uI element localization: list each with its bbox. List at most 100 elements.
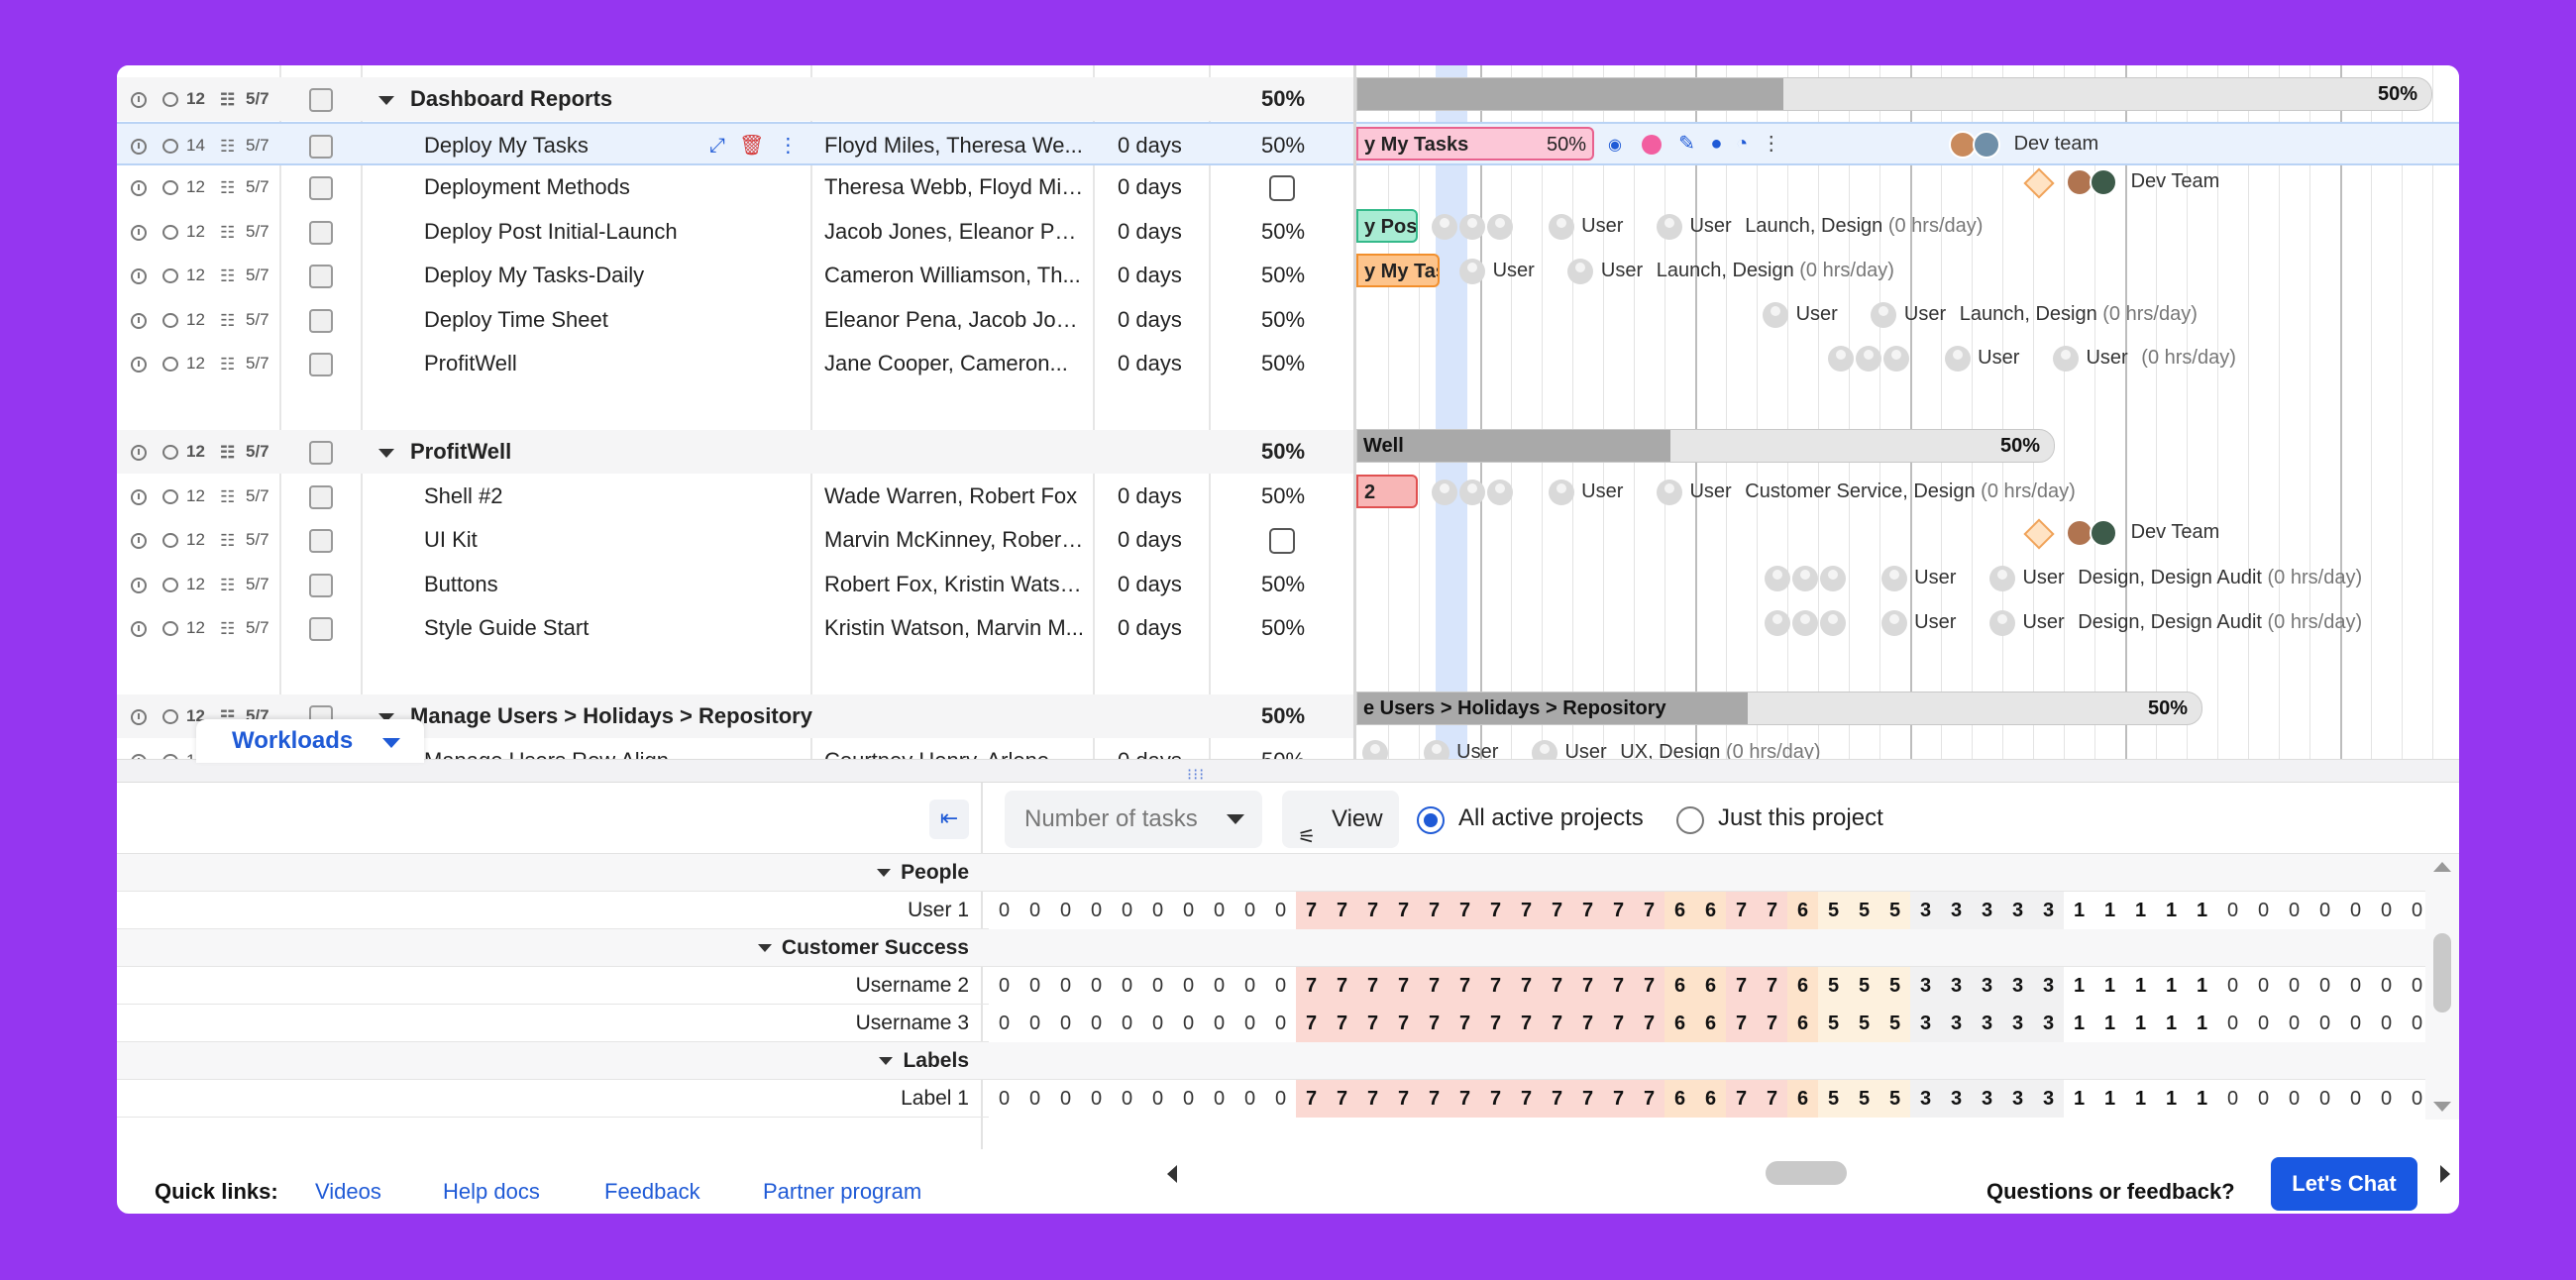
workload-cell[interactable]: 0: [1112, 1080, 1142, 1118]
collapse-caret-icon[interactable]: [877, 869, 892, 878]
checklist-icon[interactable]: ☷: [220, 311, 236, 330]
clock-icon[interactable]: [131, 578, 147, 593]
workload-cell[interactable]: 0: [1204, 967, 1234, 1005]
gantt-bar-deploy-my-tasks[interactable]: y My Tasks 50%: [1356, 127, 1594, 160]
progress[interactable]: 50%: [1261, 263, 1306, 287]
workload-cell[interactable]: 3: [2033, 1005, 2064, 1042]
workload-cell[interactable]: 5: [1818, 892, 1849, 929]
workload-cell[interactable]: 1: [2156, 967, 2187, 1005]
workload-cell[interactable]: 1: [2064, 1005, 2094, 1042]
workload-cell[interactable]: 0: [1234, 1080, 1265, 1118]
workload-cell[interactable]: 1: [2125, 892, 2156, 929]
bar-toolbar[interactable]: ◉ ✎ ● ◔ ⋮: [1608, 127, 1781, 162]
task-name[interactable]: Style Guide Start: [424, 615, 590, 640]
workload-cell[interactable]: 0: [1173, 892, 1204, 929]
workload-cell[interactable]: 7: [1542, 967, 1572, 1005]
workload-cell[interactable]: 7: [1327, 967, 1357, 1005]
progress[interactable]: 50%: [1261, 615, 1306, 640]
duration[interactable]: 0 days: [1118, 351, 1182, 375]
workload-cell[interactable]: 0: [1142, 1005, 1173, 1042]
workload-cell[interactable]: 7: [1757, 1005, 1787, 1042]
trash-icon[interactable]: 🗑: [739, 135, 765, 157]
workload-cell[interactable]: 7: [1572, 892, 1603, 929]
workload-cell[interactable]: 0: [2340, 967, 2371, 1005]
workload-cell[interactable]: 1: [2156, 1080, 2187, 1118]
clock-icon[interactable]: [131, 313, 147, 329]
assignees[interactable]: Courtney Henry, Arlene...: [824, 739, 1084, 759]
comment-icon[interactable]: [162, 313, 178, 328]
workload-cell[interactable]: 7: [1419, 892, 1449, 929]
workload-cell[interactable]: 5: [1849, 1005, 1879, 1042]
workload-cell[interactable]: 5: [1879, 892, 1910, 929]
task-name[interactable]: Manage Users Row Align: [424, 739, 711, 759]
workload-cell[interactable]: 7: [1757, 967, 1787, 1005]
workload-cell[interactable]: 5: [1818, 967, 1849, 1005]
workload-cell[interactable]: 1: [2094, 1005, 2125, 1042]
partner-program-link[interactable]: Partner program: [763, 1179, 922, 1204]
workload-cell[interactable]: 0: [2248, 967, 2279, 1005]
workload-cell[interactable]: 1: [2187, 892, 2217, 929]
workload-cell[interactable]: 1: [2094, 967, 2125, 1005]
row-select-checkbox[interactable]: [309, 574, 333, 597]
row-select-checkbox[interactable]: [309, 353, 333, 376]
clock-icon[interactable]: [131, 357, 147, 373]
workload-cell[interactable]: 0: [1020, 892, 1050, 929]
task-row[interactable]: 12 ☷ 5/7 ProfitWell Jane Cooper, Cameron... 0…: [117, 342, 1353, 385]
gantt-chart[interactable]: 50% y My Tasks 50% ◉ ✎ ● ◔ ⋮ Dev team: [1353, 65, 2459, 759]
scroll-left-icon[interactable]: [1167, 1165, 1177, 1183]
workload-cell[interactable]: 3: [2033, 1080, 2064, 1118]
workload-cell[interactable]: 3: [1972, 967, 2002, 1005]
workload-cell[interactable]: 7: [1542, 892, 1572, 929]
duration[interactable]: 0 days: [1118, 483, 1182, 508]
workload-cell[interactable]: 0: [989, 1005, 1020, 1042]
workload-cell[interactable]: 7: [1296, 967, 1327, 1005]
group-name[interactable]: Dashboard Reports: [410, 86, 613, 111]
gantt-summary-dashboard-reports[interactable]: 50%: [1356, 77, 2432, 111]
workload-cell[interactable]: 5: [1818, 1080, 1849, 1118]
workload-cell[interactable]: 1: [2094, 892, 2125, 929]
checklist-icon[interactable]: ☷: [220, 178, 236, 197]
workload-cell[interactable]: 0: [2371, 1005, 2402, 1042]
workload-cell[interactable]: 6: [1695, 967, 1726, 1005]
clock-icon[interactable]: [131, 445, 147, 461]
workload-cell[interactable]: 3: [1910, 967, 1941, 1005]
workload-cell[interactable]: 5: [1879, 1080, 1910, 1118]
workload-cell[interactable]: 6: [1664, 967, 1695, 1005]
comment-icon[interactable]: [162, 578, 178, 592]
workload-cell[interactable]: 7: [1296, 1080, 1327, 1118]
checklist-icon[interactable]: ☷: [220, 267, 236, 285]
task-row[interactable]: 12 ☷ 5/7 Deploy Time Sheet Eleanor Pena, Jac…: [117, 298, 1353, 342]
clock-icon[interactable]: [131, 709, 147, 725]
workload-cell[interactable]: 7: [1480, 1080, 1511, 1118]
workload-cell[interactable]: 7: [1296, 1005, 1327, 1042]
color-dot-icon[interactable]: [1641, 134, 1662, 155]
collapse-panel-icon[interactable]: ⇤: [929, 800, 969, 839]
workload-cell[interactable]: 0: [1265, 1080, 1296, 1118]
group-row[interactable]: 12 ☷ 5/7 Dashboard Reports 50%: [117, 77, 1353, 121]
link-icon[interactable]: ◉: [1608, 137, 1622, 154]
help-docs-link[interactable]: Help docs: [443, 1179, 540, 1204]
workload-cell[interactable]: 7: [1388, 1005, 1419, 1042]
gantt-summary-manage-users[interactable]: e Users > Holidays > Repository 50%: [1356, 692, 2202, 725]
checklist-icon[interactable]: ☷: [220, 619, 236, 638]
comment-icon[interactable]: [162, 180, 178, 195]
clock-icon[interactable]: [131, 621, 147, 637]
horizontal-scrollbar[interactable]: [983, 1149, 2459, 1179]
workload-cell[interactable]: 0: [1081, 1080, 1112, 1118]
checklist-icon[interactable]: ☷: [220, 576, 236, 594]
workload-cell[interactable]: 6: [1787, 967, 1818, 1005]
assignees[interactable]: Eleanor Pena, Jacob Jon...: [824, 307, 1084, 332]
task-name[interactable]: Deployment Methods: [424, 174, 630, 199]
workload-cell[interactable]: 7: [1480, 1005, 1511, 1042]
workload-cell[interactable]: 7: [1419, 1005, 1449, 1042]
workload-cell[interactable]: 1: [2187, 1005, 2217, 1042]
workload-cell[interactable]: 7: [1726, 892, 1757, 929]
task-row[interactable]: 14 ☷ 5/7 Deploy My Tasks ⤢ 🗑 ⋮ Floyd Miles, The…: [117, 122, 1353, 165]
workload-cell[interactable]: 7: [1726, 967, 1757, 1005]
clock-icon[interactable]: [131, 180, 147, 196]
workload-cell[interactable]: 3: [2002, 1080, 2033, 1118]
feedback-link[interactable]: Feedback: [604, 1179, 700, 1204]
workload-cell[interactable]: 3: [2002, 892, 2033, 929]
workload-cell[interactable]: 7: [1357, 1080, 1388, 1118]
workload-cell[interactable]: 7: [1419, 1080, 1449, 1118]
